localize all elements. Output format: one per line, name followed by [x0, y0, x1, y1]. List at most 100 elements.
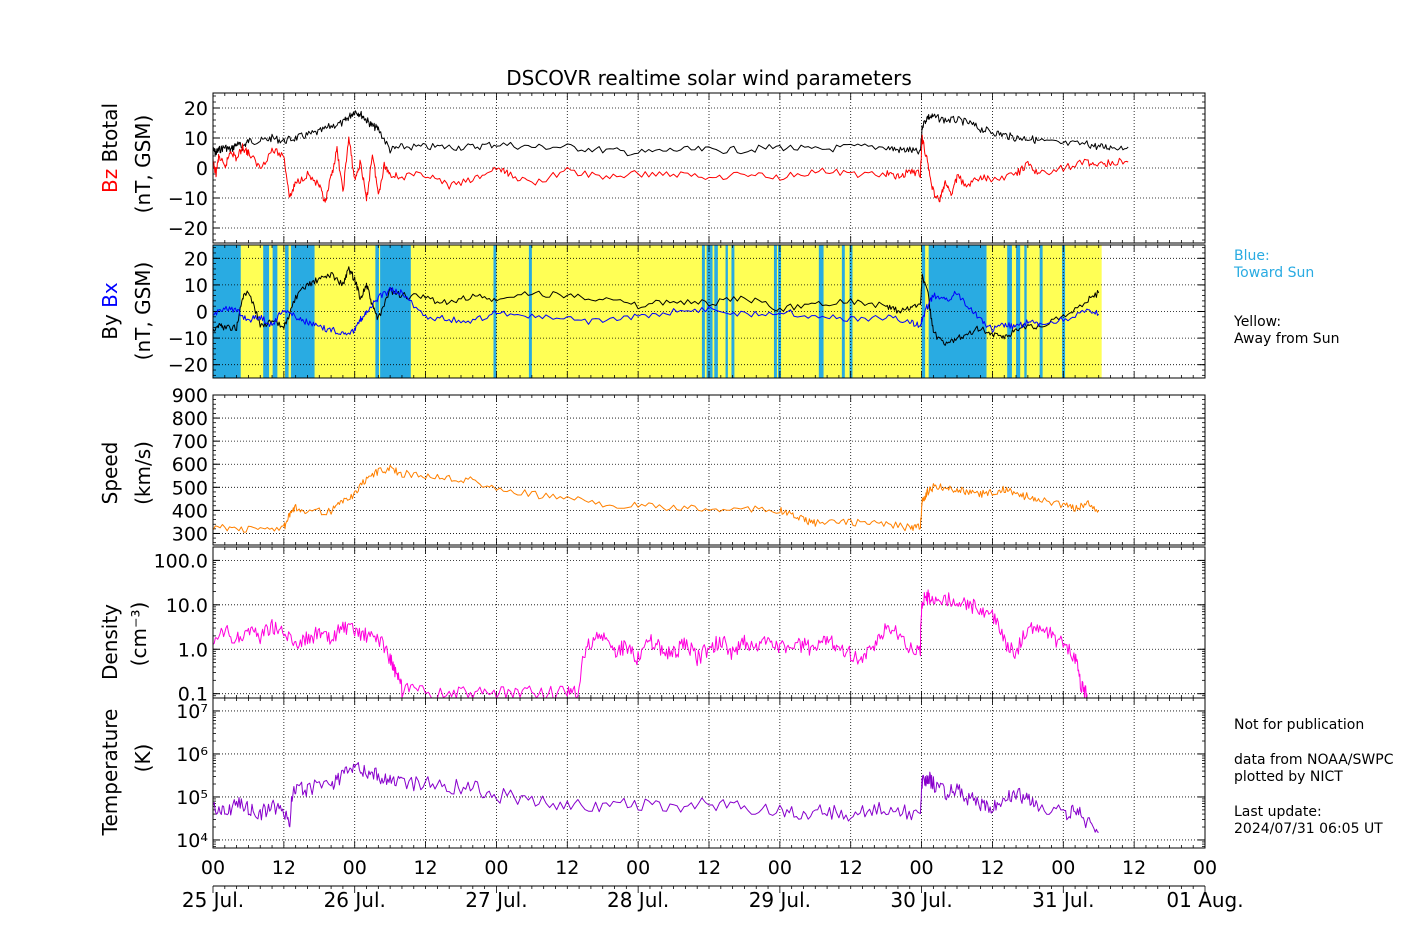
- plot-frame: [212, 92, 1206, 244]
- x-date-label: 29 Jul.: [749, 888, 811, 912]
- plot-frame: [212, 244, 1206, 379]
- y-tick-label: 10⁵: [176, 787, 208, 809]
- series-line-bx: [212, 286, 1100, 336]
- y-tick-label: 10.0: [166, 595, 208, 617]
- x-hour-label: 00: [768, 857, 792, 879]
- y-tick-label: 10⁷: [176, 701, 208, 723]
- series-line-btotal: [212, 110, 1129, 157]
- legend-yellow-desc: Away from Sun: [1234, 331, 1340, 347]
- ylabel-btotal: Btotal: [98, 103, 122, 162]
- y-tick-label: 800: [172, 408, 208, 430]
- ylabel-speed: Speed: [98, 442, 122, 505]
- ylabel-bz: Bz: [98, 169, 122, 193]
- x-date-label: 25 Jul.: [182, 888, 244, 912]
- sector-toward-band: [1007, 245, 1012, 378]
- x-hour-label: 00: [626, 857, 650, 879]
- x-hour-label: 12: [1122, 857, 1146, 879]
- sector-toward-band: [773, 245, 777, 378]
- legend-blue-label: Blue:: [1234, 248, 1270, 264]
- sector-toward-band: [1024, 245, 1027, 378]
- x-hour-label: 12: [697, 857, 721, 879]
- x-date-label: 01 Aug.: [1166, 888, 1243, 912]
- y-tick-label: 10⁴: [176, 830, 208, 852]
- x-date-label: 27 Jul.: [465, 888, 527, 912]
- legend-toward-sun: Blue: Toward Sun: [1234, 248, 1314, 282]
- y-tick-label: −20: [168, 218, 208, 240]
- y-tick-label: 10: [184, 275, 208, 297]
- panel-magnetic-field: −20 −10 0 10 20 Bz Btotal (nT, GSM): [98, 92, 1206, 244]
- y-tick-label: 10⁶: [176, 744, 208, 766]
- series-line-speed: [212, 464, 1100, 533]
- x-hour-label: 12: [413, 857, 437, 879]
- note-plotted-by: plotted by NICT: [1234, 769, 1343, 785]
- sector-toward-band: [706, 245, 713, 378]
- series-line-by: [212, 266, 1100, 346]
- x-hour-label: 12: [555, 857, 579, 879]
- ylabel-units-speed: (km/s): [131, 441, 155, 505]
- sector-toward-band: [701, 245, 705, 378]
- panel-temperature: 10⁴ 10⁵ 10⁶ 10⁷ Temperature (K): [98, 697, 1206, 852]
- y-tick-label: 0.1: [178, 684, 208, 706]
- ylabel-units-temperature: (K): [131, 744, 155, 773]
- ylabel-by: By: [98, 314, 122, 340]
- y-tick-label: 500: [172, 477, 208, 499]
- y-tick-label: 1.0: [178, 639, 208, 661]
- sector-toward-band: [263, 245, 270, 378]
- sector-toward-band: [818, 245, 824, 378]
- y-tick-label: −20: [168, 355, 208, 377]
- x-hour-label: 12: [839, 857, 863, 879]
- ylabel-temperature: Temperature: [98, 709, 122, 837]
- note-last-update-time: 2024/07/31 06:05 UT: [1234, 821, 1383, 837]
- chart-title: DSCOVR realtime solar wind parameters: [506, 66, 912, 90]
- y-tick-label: 700: [172, 431, 208, 453]
- y-tick-label: −10: [168, 188, 208, 210]
- y-tick-label: 100.0: [154, 550, 208, 572]
- y-tick-label: −10: [168, 328, 208, 350]
- y-tick-label: 20: [184, 248, 208, 270]
- plot-frame: [212, 394, 1206, 546]
- series-line-temperature: [212, 762, 1099, 833]
- ylabel-units-bxby: (nT, GSM): [131, 262, 155, 361]
- x-hour-label: 12: [980, 857, 1004, 879]
- x-hour-label: 12: [272, 857, 296, 879]
- note-not-for-publication: Not for publication: [1234, 717, 1365, 733]
- y-tick-label: 20: [184, 98, 208, 120]
- y-tick-label: 900: [172, 385, 208, 407]
- ylabel-density: Density: [98, 604, 122, 680]
- x-date-label: 28 Jul.: [607, 888, 669, 912]
- panel-bx-by: −20 −10 0 10 20 By Bx (nT, GSM): [98, 244, 1206, 379]
- x-hour-label: 00: [909, 857, 933, 879]
- sector-toward-band: [921, 245, 926, 378]
- panel-3-plot: 0.1 1.0 10.0 100.0: [154, 546, 1206, 706]
- x-hour-label: 00: [484, 857, 508, 879]
- sector-toward-band: [714, 245, 718, 378]
- sector-toward-band: [290, 245, 315, 378]
- sector-toward-band: [528, 245, 532, 378]
- panel-4-plot: 10⁴ 10⁵ 10⁶ 10⁷: [176, 697, 1206, 852]
- panel-1-plot: −20 −10 0 10 20: [168, 244, 1206, 379]
- x-hour-label: 00: [1193, 857, 1217, 879]
- x-hour-label: 00: [201, 857, 225, 879]
- x-hour-label: 00: [1051, 857, 1075, 879]
- x-axis: 00 12 00 12 00 12 00 12 00 12 00 12 00 12 00 25 Jul. 26 …: [182, 857, 1244, 912]
- ylabel-by-bx: By Bx: [98, 282, 122, 340]
- x-hour-label: 00: [343, 857, 367, 879]
- y-tick-label: 0: [196, 158, 208, 180]
- note-data-source: data from NOAA/SWPC: [1234, 752, 1394, 768]
- legend-yellow-label: Yellow:: [1234, 314, 1282, 330]
- ylabel-units-b: (nT, GSM): [131, 115, 155, 214]
- x-date-label: 26 Jul.: [324, 888, 386, 912]
- panel-density: 0.1 1.0 10.0 100.0 Density (cm⁻³): [98, 546, 1206, 706]
- sector-toward-band: [1016, 245, 1021, 378]
- ylabel-units-density: (cm⁻³): [127, 602, 151, 667]
- y-tick-label: 10: [184, 128, 208, 150]
- x-date-label: 30 Jul.: [890, 888, 952, 912]
- x-date-label: 31 Jul.: [1032, 888, 1094, 912]
- y-tick-label: 0: [196, 302, 208, 324]
- panel-0-plot: −20 −10 0 10 20: [168, 92, 1206, 244]
- y-tick-label: 300: [172, 523, 208, 545]
- series-line-bz: [212, 134, 1129, 203]
- series-line-density: [212, 589, 1088, 699]
